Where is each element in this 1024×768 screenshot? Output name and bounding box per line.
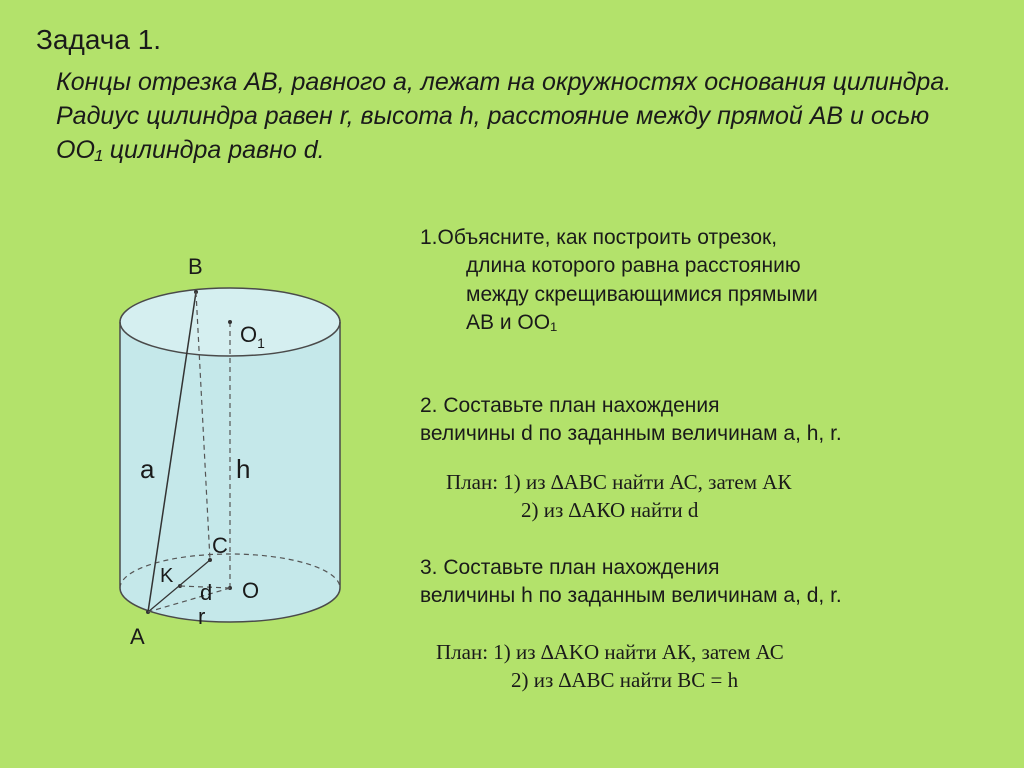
plan1-l2: 2) из ∆АКО найти d [446,496,1006,524]
question-1: 1.Объясните, как построить отрезок, длин… [420,224,1000,337]
task-title: Задача 1. [36,24,161,56]
label-A: A [130,624,145,649]
label-C: C [212,533,228,558]
plan2-l2: 2) из ∆АВС найти ВС = h [436,666,996,694]
question-2: 2. Составьте план нахождения величины d … [420,392,1000,449]
plan1-l1: План: 1) из ∆ABC найти АС, затем АК [446,470,791,494]
label-K: K [160,565,174,587]
problem-statement: Концы отрезка АВ, равного а, лежат на ок… [56,66,976,167]
q1-l2: длина которого равна расстоянию [420,252,1000,280]
q1-l3: между скрещивающимися прямыми [420,281,1000,309]
q3-l1: 3. Составьте план нахождения [420,556,720,579]
label-d: d [200,580,212,605]
label-a: a [140,454,155,484]
q1-l4: АВ и ОО₁ [420,309,1000,337]
cylinder-diagram: B O1 a h C K d O r A [60,228,380,668]
label-O: O [242,578,259,603]
label-h: h [236,454,250,484]
plan-1: План: 1) из ∆ABC найти АС, затем АК 2) и… [446,468,1006,525]
q1-l1: 1.Объясните, как построить отрезок, [420,226,777,249]
question-3: 3. Составьте план нахождения величины h … [420,554,1000,611]
q3-l2: величины h по заданным величинам a, d, r… [420,584,842,607]
plan-2: План: 1) из ∆AKO найти АК, затем АС 2) и… [436,638,996,695]
label-r: r [198,604,205,629]
q2-l1: 2. Составьте план нахождения [420,394,720,417]
label-B: B [188,254,203,279]
q2-l2: величины d по заданным величинам a, h, r… [420,422,842,445]
plan2-l1: План: 1) из ∆AKO найти АК, затем АС [436,640,784,664]
